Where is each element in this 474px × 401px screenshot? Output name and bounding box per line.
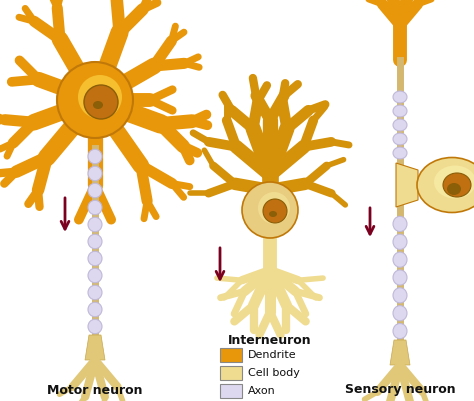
Ellipse shape (269, 211, 277, 217)
Bar (220, 366, 242, 380)
Ellipse shape (88, 234, 102, 249)
Text: Motor neuron: Motor neuron (47, 383, 143, 397)
Text: Sensory neuron: Sensory neuron (345, 383, 456, 397)
Ellipse shape (88, 200, 102, 215)
Ellipse shape (88, 319, 102, 334)
Ellipse shape (88, 285, 102, 300)
Ellipse shape (393, 147, 407, 159)
Ellipse shape (417, 158, 474, 213)
Circle shape (258, 192, 290, 224)
Text: Cell body: Cell body (248, 368, 300, 378)
Ellipse shape (393, 270, 407, 285)
Ellipse shape (434, 166, 474, 198)
Ellipse shape (393, 133, 407, 145)
Ellipse shape (393, 306, 407, 321)
Ellipse shape (443, 173, 471, 197)
Ellipse shape (393, 105, 407, 117)
Text: Dendrite: Dendrite (248, 350, 297, 360)
Ellipse shape (88, 251, 102, 266)
Ellipse shape (393, 252, 407, 267)
Ellipse shape (93, 101, 103, 109)
Text: Interneuron: Interneuron (228, 334, 312, 346)
Bar (220, 384, 242, 398)
Ellipse shape (88, 183, 102, 198)
Ellipse shape (88, 302, 102, 317)
Circle shape (242, 182, 298, 238)
Circle shape (263, 199, 287, 223)
Ellipse shape (88, 149, 102, 164)
Circle shape (84, 85, 118, 119)
Ellipse shape (393, 119, 407, 131)
Ellipse shape (393, 288, 407, 303)
Ellipse shape (88, 268, 102, 283)
Ellipse shape (393, 216, 407, 231)
Ellipse shape (88, 217, 102, 232)
Polygon shape (85, 335, 105, 360)
Ellipse shape (393, 324, 407, 339)
Ellipse shape (393, 234, 407, 249)
Polygon shape (396, 163, 418, 207)
Ellipse shape (447, 183, 461, 195)
Bar (220, 348, 242, 362)
Ellipse shape (88, 166, 102, 181)
Circle shape (78, 75, 122, 119)
Text: Axon: Axon (248, 386, 276, 396)
Polygon shape (390, 340, 410, 365)
Ellipse shape (393, 91, 407, 103)
Circle shape (57, 62, 133, 138)
